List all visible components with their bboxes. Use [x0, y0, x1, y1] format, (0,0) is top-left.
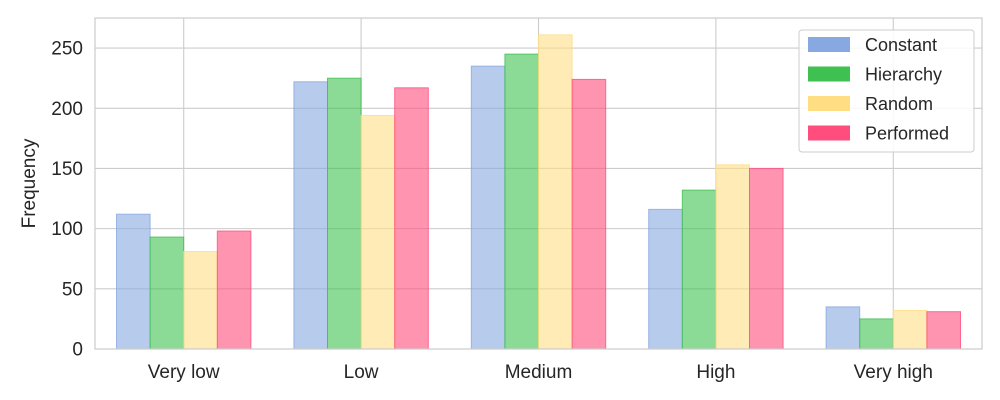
- bar-performed: [571, 78, 607, 350]
- x-tick-label: High: [696, 362, 735, 383]
- bar-performed: [216, 230, 252, 350]
- x-tick-label: Medium: [505, 362, 573, 383]
- legend-swatch-hierarchy: [808, 66, 850, 82]
- x-tick-label: Low: [344, 362, 379, 383]
- y-tick-label: 150: [51, 159, 83, 180]
- bar-random: [183, 251, 218, 350]
- bar-random: [715, 164, 751, 350]
- bar-hierarchy: [327, 77, 362, 350]
- legend-label: Random: [865, 94, 933, 114]
- bars: [116, 34, 962, 350]
- legend-swatch-constant: [808, 37, 850, 52]
- y-tick-label: 0: [72, 340, 83, 361]
- bar-random: [538, 34, 573, 350]
- bar-constant: [116, 213, 151, 350]
- bar-constant: [648, 208, 683, 350]
- legend-swatch-random: [808, 96, 850, 111]
- bar-performed: [394, 87, 429, 350]
- bar-hierarchy: [149, 236, 185, 350]
- legend-label: Hierarchy: [865, 65, 942, 85]
- y-tick-label: 200: [51, 99, 83, 120]
- bar-random: [892, 309, 928, 350]
- bar-hierarchy: [859, 318, 894, 350]
- x-tick-label: Very low: [148, 362, 220, 383]
- bar-performed: [749, 167, 784, 350]
- legend-swatch-performed: [808, 125, 850, 141]
- y-tick-label: 50: [62, 279, 83, 300]
- y-tick-label: 100: [51, 219, 83, 240]
- bar-random: [360, 114, 396, 350]
- x-tick-label: Very high: [854, 362, 933, 383]
- legend-label: Constant: [865, 35, 937, 55]
- bar-constant: [825, 306, 861, 350]
- y-axis-label: Frequency: [19, 138, 40, 228]
- bar-hierarchy: [504, 53, 539, 350]
- legend-box: [798, 29, 975, 153]
- legend-label: Performed: [865, 124, 949, 144]
- legend: Constant Hierarchy Random Performed: [798, 29, 975, 153]
- plot-frame: [94, 17, 983, 350]
- bar-hierarchy: [681, 189, 717, 350]
- y-tick-label: 250: [51, 39, 83, 60]
- tick-labels: 0 50 100 150 200 250 Very low Low Medium High Very…: [51, 39, 933, 383]
- bar-performed: [926, 311, 962, 350]
- bar-constant: [293, 81, 328, 350]
- bar-constant: [470, 65, 506, 350]
